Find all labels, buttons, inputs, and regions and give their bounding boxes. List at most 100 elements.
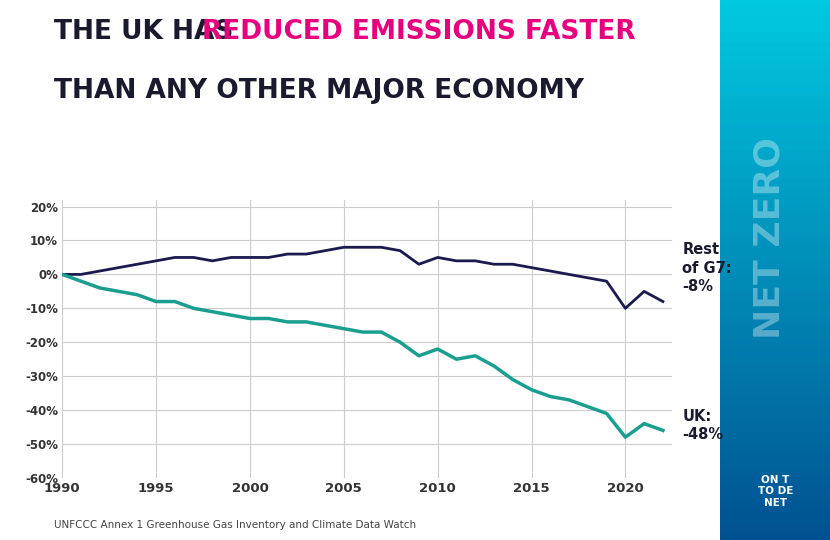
Bar bbox=[720, 135, 830, 140]
Bar bbox=[720, 238, 830, 243]
Bar bbox=[720, 70, 830, 76]
Bar bbox=[720, 470, 830, 475]
Bar bbox=[720, 200, 830, 205]
Bar bbox=[720, 367, 830, 373]
Bar bbox=[720, 356, 830, 362]
Bar bbox=[720, 319, 830, 324]
Bar bbox=[720, 400, 830, 405]
Bar bbox=[720, 340, 830, 346]
Bar bbox=[720, 421, 830, 427]
Bar bbox=[720, 464, 830, 470]
Bar bbox=[720, 151, 830, 157]
Bar bbox=[720, 513, 830, 518]
Bar bbox=[720, 443, 830, 448]
Bar bbox=[720, 324, 830, 329]
Bar bbox=[720, 16, 830, 22]
Bar bbox=[720, 313, 830, 319]
Bar bbox=[720, 378, 830, 383]
Bar bbox=[720, 518, 830, 524]
Bar bbox=[720, 351, 830, 356]
Bar bbox=[720, 173, 830, 178]
Bar bbox=[720, 486, 830, 491]
Bar bbox=[720, 432, 830, 437]
Bar bbox=[720, 346, 830, 351]
Bar bbox=[720, 297, 830, 302]
Bar bbox=[720, 529, 830, 535]
Bar bbox=[720, 49, 830, 54]
Bar bbox=[720, 32, 830, 38]
Bar bbox=[720, 416, 830, 421]
Bar bbox=[720, 383, 830, 389]
Bar bbox=[720, 113, 830, 119]
Text: UK:
-48%: UK: -48% bbox=[682, 409, 724, 442]
Bar bbox=[720, 5, 830, 11]
Bar bbox=[720, 535, 830, 540]
Bar bbox=[720, 265, 830, 270]
Text: UNFCCC Annex 1 Greenhouse Gas Inventory and Climate Data Watch: UNFCCC Annex 1 Greenhouse Gas Inventory … bbox=[54, 520, 416, 530]
Bar bbox=[720, 97, 830, 103]
Bar bbox=[720, 205, 830, 211]
Bar bbox=[720, 167, 830, 173]
Bar bbox=[720, 216, 830, 221]
Bar bbox=[720, 124, 830, 130]
Bar bbox=[720, 157, 830, 162]
Bar bbox=[720, 259, 830, 265]
Bar bbox=[720, 146, 830, 151]
Bar bbox=[720, 454, 830, 459]
Text: THE UK HAS: THE UK HAS bbox=[54, 19, 242, 45]
Bar bbox=[720, 292, 830, 297]
Bar bbox=[720, 232, 830, 238]
Bar bbox=[720, 524, 830, 529]
Bar bbox=[720, 119, 830, 124]
Bar bbox=[720, 491, 830, 497]
Bar bbox=[720, 405, 830, 410]
Bar bbox=[720, 248, 830, 254]
Bar bbox=[720, 254, 830, 259]
Text: ON T
TO DE
NET: ON T TO DE NET bbox=[758, 475, 793, 508]
Text: NET ZERO: NET ZERO bbox=[753, 137, 787, 339]
Bar bbox=[720, 189, 830, 194]
Bar bbox=[720, 437, 830, 443]
Text: Rest
of G7:
-8%: Rest of G7: -8% bbox=[682, 242, 732, 294]
Bar bbox=[720, 275, 830, 281]
Bar bbox=[720, 410, 830, 416]
Bar bbox=[720, 22, 830, 27]
Bar bbox=[720, 459, 830, 464]
Bar bbox=[720, 508, 830, 513]
Bar bbox=[720, 108, 830, 113]
Bar bbox=[720, 92, 830, 97]
Text: THAN ANY OTHER MAJOR ECONOMY: THAN ANY OTHER MAJOR ECONOMY bbox=[54, 78, 584, 104]
Bar bbox=[720, 178, 830, 184]
Bar bbox=[720, 497, 830, 502]
Bar bbox=[720, 86, 830, 92]
Bar bbox=[720, 448, 830, 454]
Bar bbox=[720, 76, 830, 81]
Bar bbox=[720, 140, 830, 146]
Bar bbox=[720, 130, 830, 135]
Bar bbox=[720, 194, 830, 200]
Bar bbox=[720, 308, 830, 313]
Bar bbox=[720, 389, 830, 394]
Bar bbox=[720, 394, 830, 400]
Bar bbox=[720, 0, 830, 5]
Text: REDUCED EMISSIONS FASTER: REDUCED EMISSIONS FASTER bbox=[202, 19, 635, 45]
Bar bbox=[720, 221, 830, 227]
Bar bbox=[720, 302, 830, 308]
Bar bbox=[720, 103, 830, 108]
Bar bbox=[720, 502, 830, 508]
Bar bbox=[720, 184, 830, 189]
Bar bbox=[720, 59, 830, 65]
Bar bbox=[720, 162, 830, 167]
Bar bbox=[720, 286, 830, 292]
Bar bbox=[720, 335, 830, 340]
Bar bbox=[720, 27, 830, 32]
Bar bbox=[720, 38, 830, 43]
Bar bbox=[720, 427, 830, 432]
Bar bbox=[720, 281, 830, 286]
Bar bbox=[720, 373, 830, 378]
Bar bbox=[720, 43, 830, 49]
Bar bbox=[720, 211, 830, 216]
Bar bbox=[720, 270, 830, 275]
Bar bbox=[720, 11, 830, 16]
Bar bbox=[720, 227, 830, 232]
